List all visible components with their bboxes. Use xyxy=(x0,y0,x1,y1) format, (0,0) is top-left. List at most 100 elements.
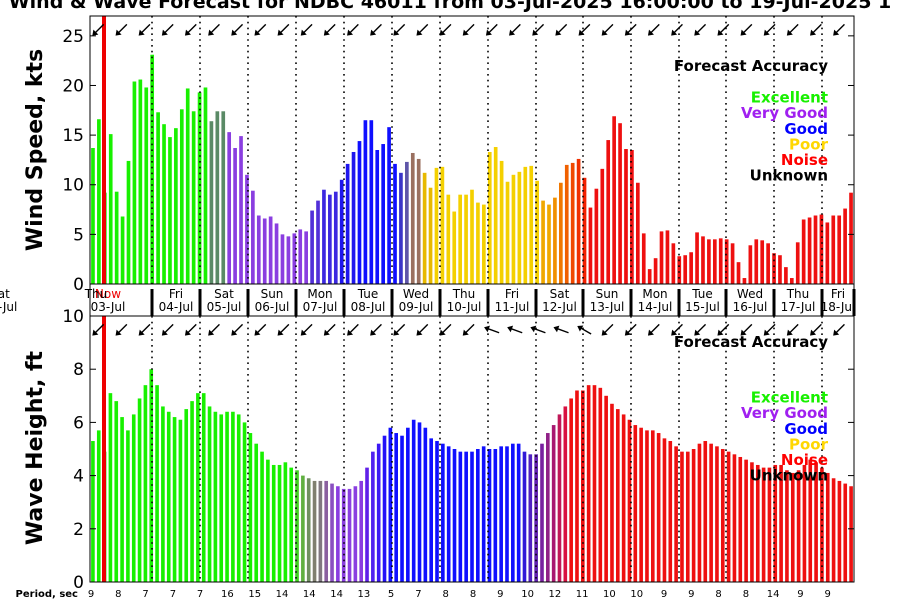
period-value: 14 xyxy=(303,589,316,600)
wave-direction-arrow xyxy=(92,323,105,336)
wind-bar xyxy=(268,216,273,284)
wind-bar xyxy=(837,215,842,284)
period-value: 8 xyxy=(443,589,449,600)
wind-direction-arrow xyxy=(717,23,730,36)
period-value: 5 xyxy=(388,589,394,600)
wave-bar xyxy=(435,441,439,582)
wave-bar xyxy=(458,451,463,582)
wave-direction-arrow xyxy=(810,323,822,336)
period-value: 16 xyxy=(221,589,234,600)
wave-bar xyxy=(196,393,200,582)
wind-bar xyxy=(399,172,403,284)
wave-y-tick-label: 4 xyxy=(73,467,84,487)
day-band-separator xyxy=(438,289,442,316)
wave-bar xyxy=(557,414,562,582)
wave-bar xyxy=(242,422,247,582)
wind-direction-arrow xyxy=(416,23,429,36)
wave-bar xyxy=(668,441,673,582)
wave-bar xyxy=(219,414,224,582)
wave-bar xyxy=(400,435,404,582)
wave-direction-arrow xyxy=(254,323,267,336)
day-date-label: 10-Jul xyxy=(447,300,482,314)
wind-bar xyxy=(333,191,338,284)
wave-bar xyxy=(493,449,498,582)
wind-direction-arrow xyxy=(624,23,637,36)
wind-bar xyxy=(778,255,782,284)
wave-legend-title: Forecast Accuracy xyxy=(674,333,828,351)
wind-direction-arrow xyxy=(532,23,545,36)
wave-bar xyxy=(452,449,457,582)
wave-direction-arrow xyxy=(553,325,569,334)
wind-bar xyxy=(345,163,350,284)
wind-bar xyxy=(606,140,611,284)
wind-bar xyxy=(612,116,616,284)
day-band-separator xyxy=(486,289,490,316)
wave-bar xyxy=(376,443,381,582)
wind-bar xyxy=(695,232,699,284)
wind-bar xyxy=(653,258,658,284)
wave-y-tick-label: 6 xyxy=(73,413,84,433)
period-value: 14 xyxy=(330,589,343,600)
wave-bar xyxy=(184,409,189,582)
wave-bar xyxy=(563,406,568,582)
period-value: 13 xyxy=(358,589,371,600)
wave-direction-arrow xyxy=(763,323,776,336)
wind-bar xyxy=(801,219,806,284)
wave-bar xyxy=(324,480,329,582)
wind-panel: Wind Speed, kts 0 5 10 15 20 25 Forecast Accu… xyxy=(0,15,856,317)
wind-bar xyxy=(523,166,528,284)
wind-bar xyxy=(559,182,563,284)
wave-bar xyxy=(423,427,428,582)
wind-bar xyxy=(328,194,332,284)
wind-bar xyxy=(784,267,788,284)
wind-bar xyxy=(547,204,551,284)
wave-bar xyxy=(814,462,818,582)
wave-direction-arrow xyxy=(507,325,523,334)
wind-bar xyxy=(582,177,587,284)
wave-bar xyxy=(790,472,795,582)
wind-bar xyxy=(227,132,232,284)
wave-bar xyxy=(143,385,148,582)
day-date-label: 07-Jul xyxy=(303,300,338,314)
wind-bar xyxy=(464,194,468,284)
day-band-separator xyxy=(724,289,728,316)
wave-panel: Wave Height, ft 0 2 4 6 8 10 Forecast Accurac… xyxy=(16,307,855,600)
wind-bar xyxy=(618,123,622,284)
day-name-label: Mon xyxy=(307,287,332,301)
wind-bar xyxy=(280,234,285,284)
wind-legend-entry: Good xyxy=(784,120,828,138)
period-value: 8 xyxy=(115,589,121,600)
wind-bar xyxy=(274,223,279,284)
wind-bar xyxy=(168,137,172,284)
wave-direction-arrow xyxy=(184,323,197,336)
wave-bar xyxy=(575,390,579,582)
wind-bar xyxy=(304,231,308,284)
period-value: 9 xyxy=(661,589,667,600)
wind-direction-arrow xyxy=(347,23,359,36)
wind-bar xyxy=(174,128,178,284)
wind-bar xyxy=(162,124,166,284)
wind-bar xyxy=(387,127,391,284)
wind-direction-arrow xyxy=(231,23,244,36)
wave-bar xyxy=(429,438,433,582)
wave-bar xyxy=(411,419,416,582)
period-value: 9 xyxy=(88,589,94,600)
wind-legend-entry: Noise xyxy=(781,151,828,169)
wave-direction-arrow xyxy=(577,325,592,335)
wave-bar xyxy=(231,411,235,582)
wave-bar xyxy=(131,414,136,582)
day-name-label: Fri xyxy=(831,287,845,301)
wave-legend-entry: Excellent xyxy=(751,389,828,407)
wind-bar xyxy=(292,233,297,284)
day-date-label: 06-Jul xyxy=(255,300,290,314)
wave-legend-entry: Noise xyxy=(781,451,828,469)
wave-bars xyxy=(91,369,853,582)
period-label: Period, sec xyxy=(16,589,79,600)
day-band-separator xyxy=(629,289,633,316)
wind-direction-arrow xyxy=(184,23,197,36)
wind-direction-arrow xyxy=(462,23,475,36)
wind-bar xyxy=(215,111,220,284)
wave-bar xyxy=(802,464,807,582)
wave-bar xyxy=(382,435,387,582)
wave-direction-arrow xyxy=(624,323,637,336)
